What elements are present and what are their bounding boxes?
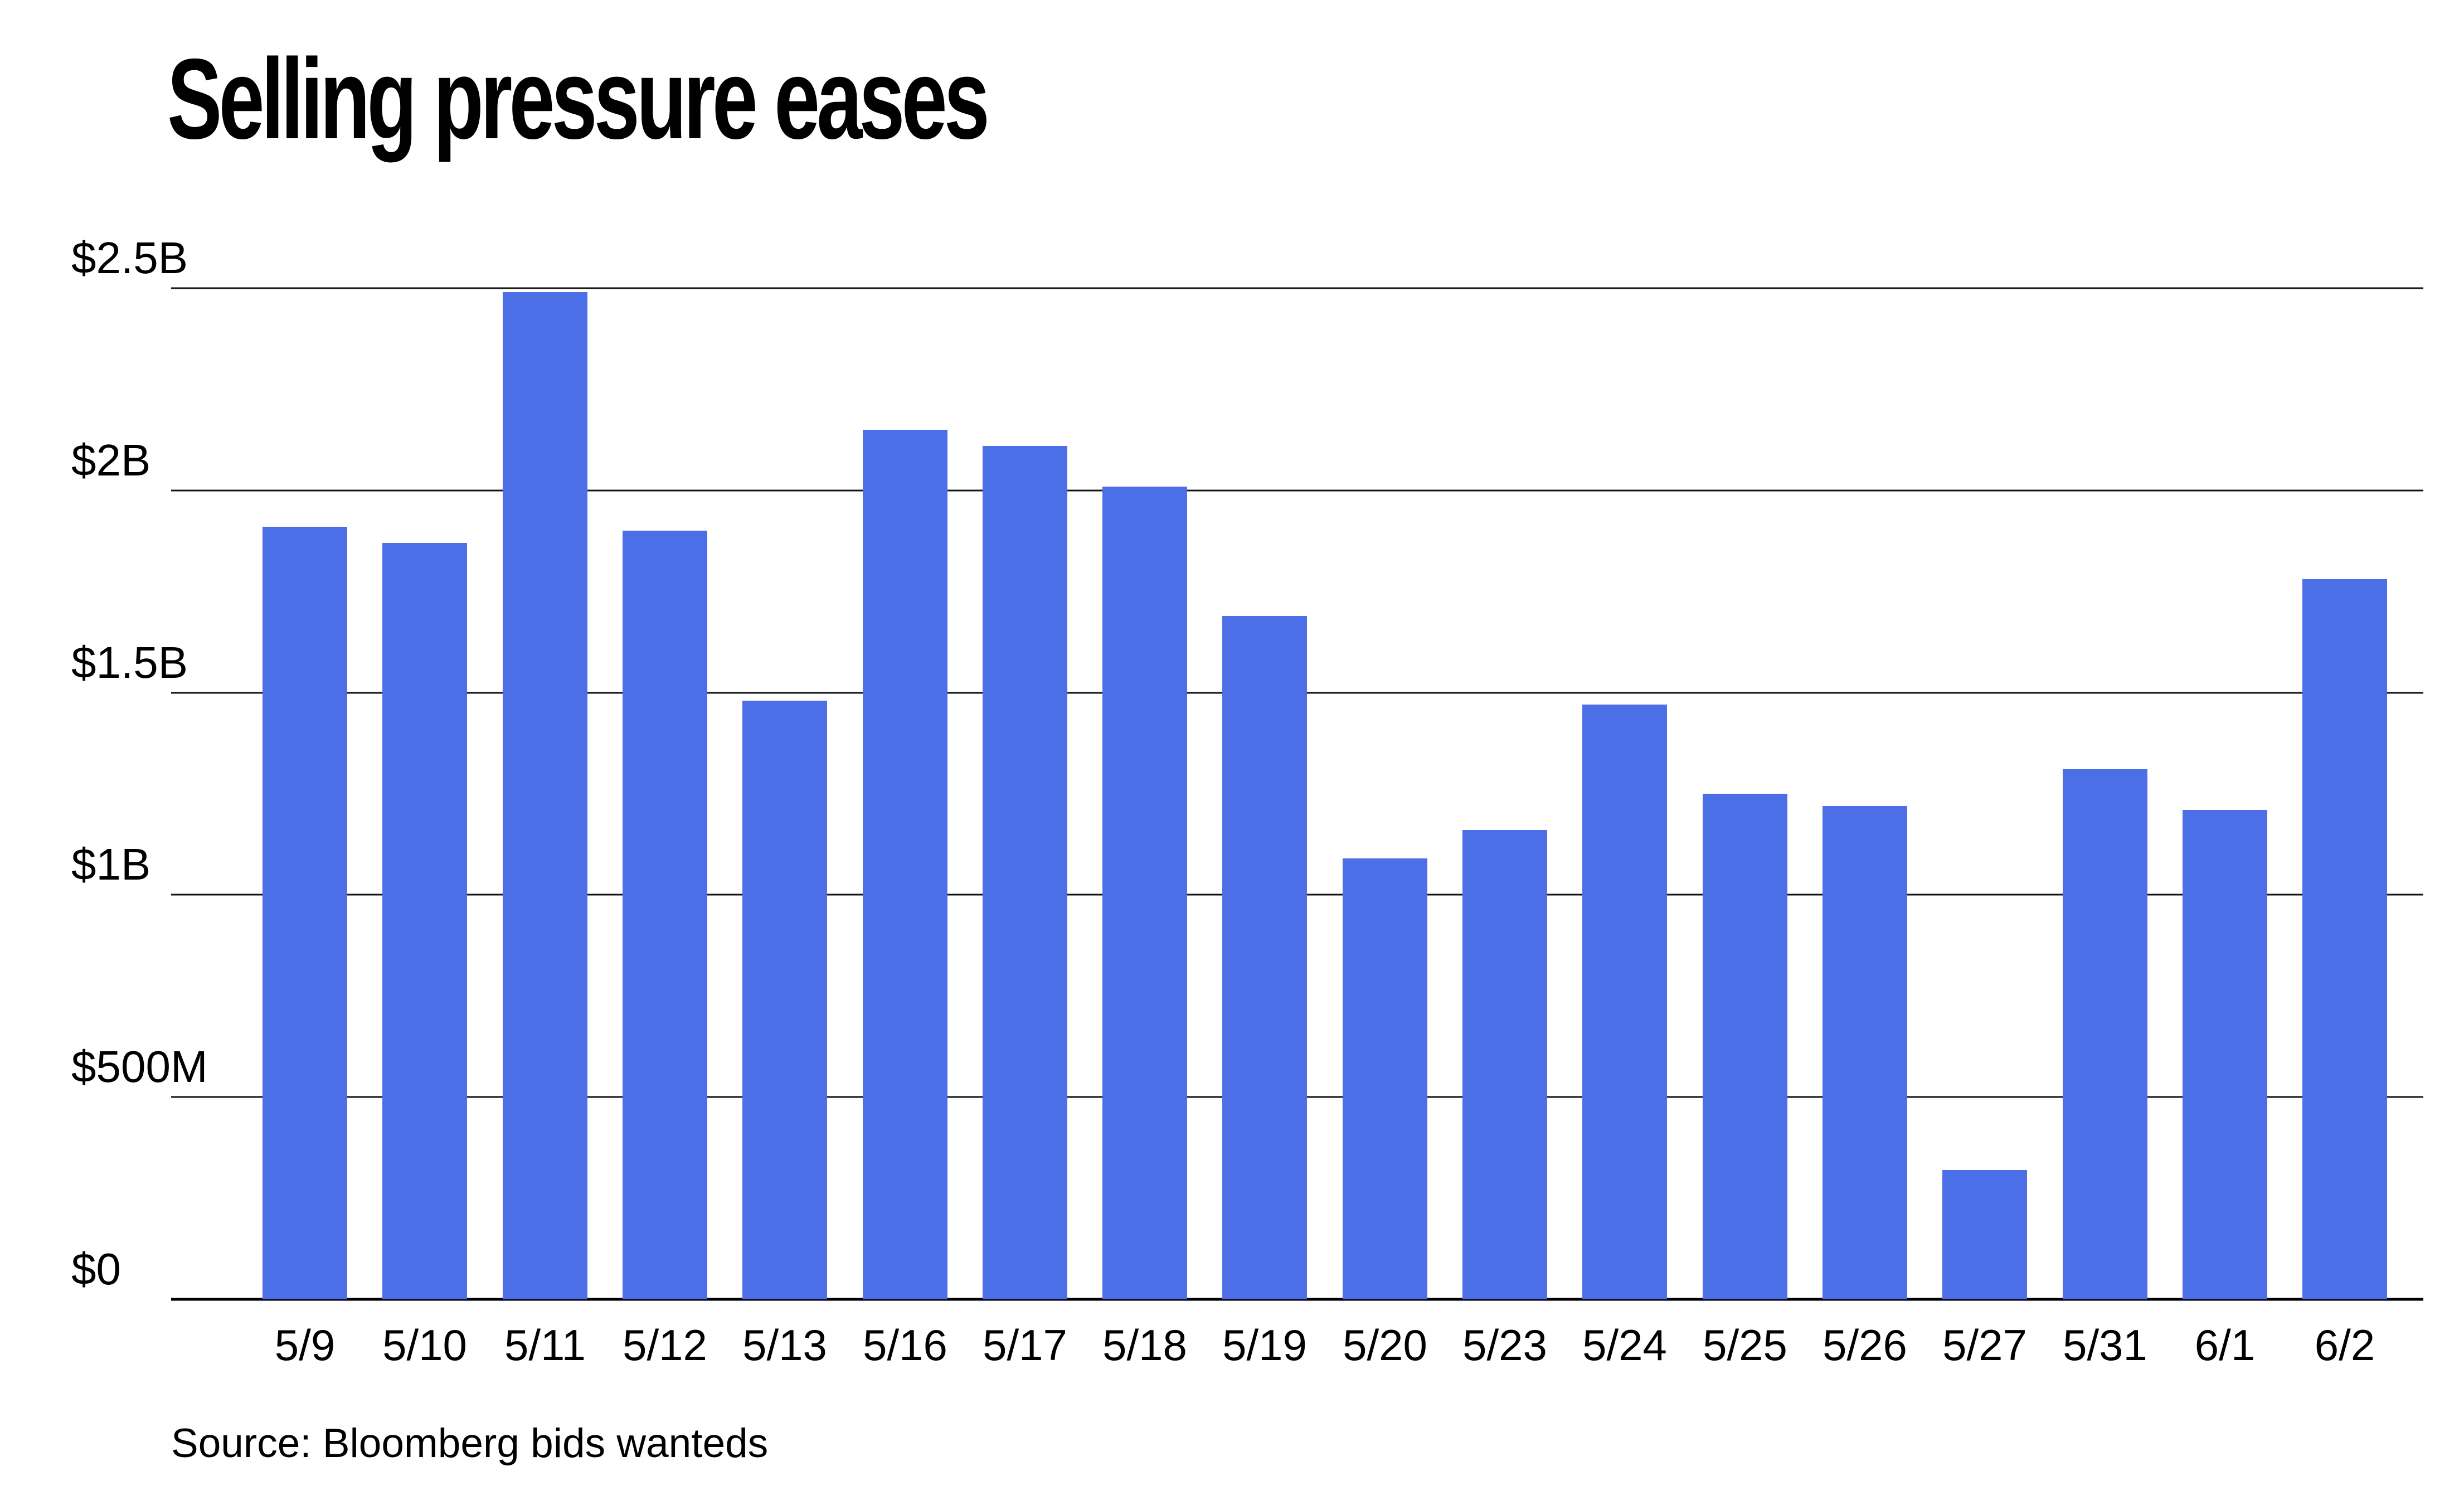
x-tick-label: 5/17 [983,1320,1067,1370]
bar-slot: 5/11 [503,288,587,1367]
bar-5/25 [1703,794,1787,1299]
bar-slot: 5/16 [863,288,947,1367]
x-tick-label: 5/11 [504,1320,586,1370]
bar-6/1 [2183,810,2267,1299]
x-tick-label: 5/9 [274,1320,336,1370]
bar-5/20 [1343,858,1427,1299]
bar-5/26 [1823,805,1907,1299]
bar-slot: 5/26 [1823,288,1907,1367]
bar-slot: 5/24 [1582,288,1667,1367]
x-tick-label: 5/19 [1222,1320,1307,1370]
bar-6/2 [2302,579,2387,1299]
x-tick-label: 5/26 [1823,1320,1907,1370]
x-tick-label: 5/20 [1343,1320,1427,1370]
bar-5/17 [983,445,1067,1299]
x-tick-label: 6/2 [2314,1320,2375,1370]
bar-5/16 [863,429,947,1299]
y-tick-label: $2B [71,435,151,485]
bar-slot: 5/20 [1343,288,1427,1367]
bar-slot: 5/23 [1462,288,1547,1367]
y-tick-label: $500M [71,1042,208,1092]
bar-slot: 5/18 [1102,288,1187,1367]
gridline [171,489,2423,492]
bar-slot: 5/27 [1942,288,2027,1367]
bar-5/19 [1222,615,1307,1299]
bar-5/9 [263,527,347,1299]
plot-area: $0 $500M $1B $1.5B $2B $2.5B 5/9 5/10 5/11 5/12 5/… [71,236,2423,1367]
bar-5/13 [742,701,827,1299]
bar-slot: 6/1 [2183,288,2267,1367]
y-tick-label: $2.5B [71,233,188,283]
y-tick-label: $1.5B [71,637,188,687]
bars-container: 5/9 5/10 5/11 5/12 5/13 5/16 5/17 5/18 5/19 5/20 5… [263,288,2387,1367]
bar-5/23 [1462,830,1547,1299]
bar-slot: 5/25 [1703,288,1787,1367]
bar-5/18 [1102,486,1187,1299]
chart-title: Selling pressure eases [167,35,990,163]
bar-slot: 5/10 [382,288,467,1367]
x-tick-label: 5/24 [1582,1320,1667,1370]
bar-slot: 5/19 [1222,288,1307,1367]
bar-slot: 5/17 [983,288,1067,1367]
x-tick-label: 6/1 [2194,1320,2256,1370]
x-tick-label: 5/31 [2063,1320,2147,1370]
bar-5/12 [623,531,707,1299]
bar-5/10 [382,543,467,1299]
gridline [171,287,2423,289]
x-tick-label: 5/25 [1703,1320,1787,1370]
bar-slot: 5/13 [742,288,827,1367]
x-axis-baseline [171,1298,2423,1301]
x-tick-label: 5/16 [863,1320,947,1370]
bar-5/11 [503,292,587,1299]
x-tick-label: 5/13 [742,1320,827,1370]
x-tick-label: 5/27 [1942,1320,2027,1370]
bar-slot: 5/9 [263,288,347,1367]
bar-5/31 [2063,769,2147,1299]
x-tick-label: 5/12 [623,1320,707,1370]
x-tick-label: 5/23 [1462,1320,1547,1370]
x-tick-label: 5/10 [382,1320,467,1370]
bar-slot: 5/12 [623,288,707,1367]
bar-slot: 5/31 [2063,288,2147,1367]
y-tick-label: $0 [71,1244,121,1294]
bar-slot: 6/2 [2302,288,2387,1367]
bar-5/27 [1942,1169,2027,1299]
source-note: Source: Bloomberg bids wanteds [171,1421,769,1466]
y-tick-label: $1B [71,839,151,890]
bar-5/24 [1582,705,1667,1299]
x-tick-label: 5/18 [1102,1320,1187,1370]
